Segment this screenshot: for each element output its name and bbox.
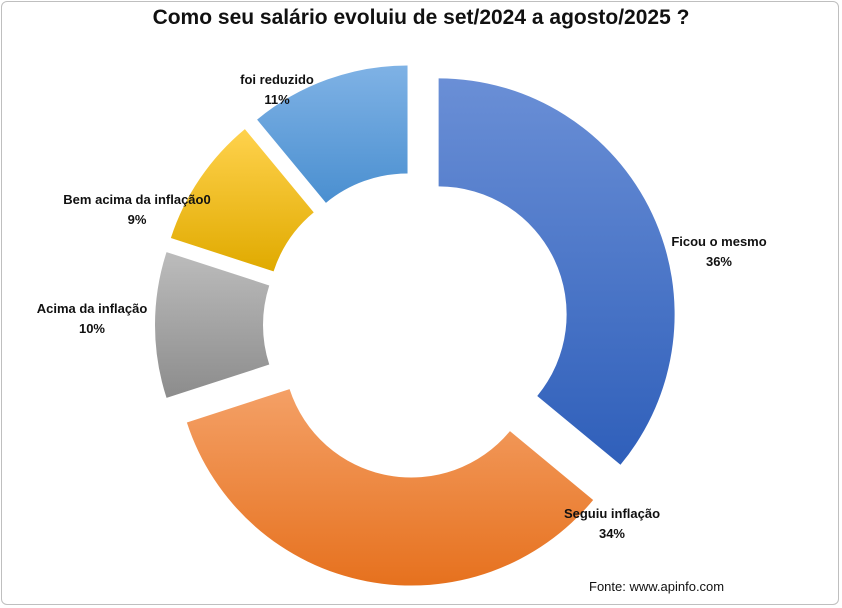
label-seguiu-inflacao: Seguiu inflação 34% bbox=[564, 504, 660, 544]
label-foi-reduzido: foi reduzido 11% bbox=[240, 70, 314, 110]
label-name: Seguiu inflação bbox=[563, 506, 661, 521]
label-name: Bem acima da inflação0 bbox=[63, 192, 211, 207]
label-ficou-o-mesmo: Ficou o mesmo 36% bbox=[671, 232, 766, 272]
label-name: Acima da inflação bbox=[36, 301, 148, 316]
slice-foi-reduzido bbox=[257, 65, 408, 203]
slice-acima-da-inflacao bbox=[155, 252, 270, 398]
chart-title: Como seu salário evoluiu de set/2024 a a… bbox=[152, 6, 690, 29]
label-acima-da-inflacao: Acima da inflação 10% bbox=[37, 299, 148, 339]
label-value: 10% bbox=[78, 321, 106, 336]
label-value: 11% bbox=[264, 92, 290, 107]
label-value: 36% bbox=[705, 254, 733, 269]
slice-seguiu-inflacao bbox=[186, 389, 594, 586]
label-bem-acima-da-inflacao: Bem acima da inflação0 9% bbox=[63, 190, 210, 230]
slice-bem-acima-da-inflacao0 bbox=[170, 129, 314, 272]
label-value: 9% bbox=[127, 212, 147, 227]
label-name: Ficou o mesmo bbox=[671, 234, 767, 249]
slice-ficou-o-mesmo bbox=[438, 78, 675, 465]
label-value: 34% bbox=[598, 526, 626, 541]
source-note: Fonte: www.apinfo.com bbox=[589, 579, 725, 594]
label-name: foi reduzido bbox=[240, 72, 314, 87]
